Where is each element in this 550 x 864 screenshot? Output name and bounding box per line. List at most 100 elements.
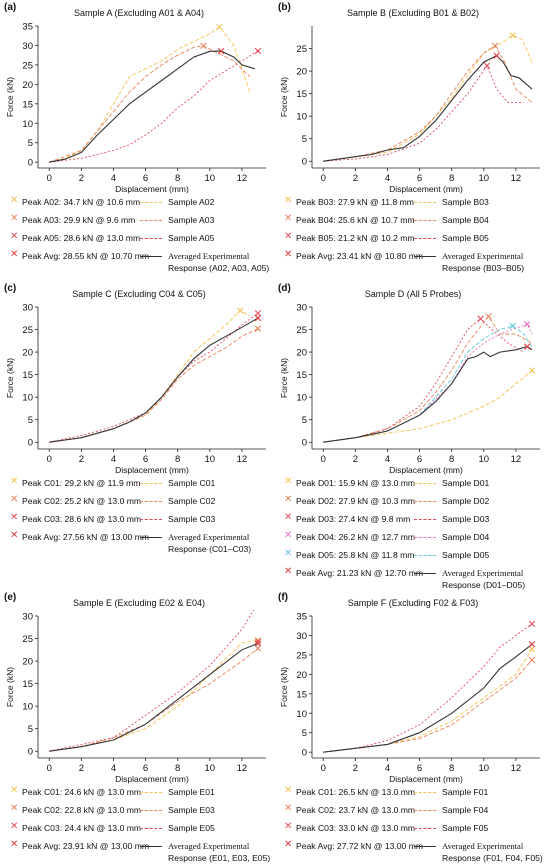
peak-label: Peak Avg: 21.23 kN @ 12.70 mm	[296, 568, 424, 578]
y-tick-label: 20	[22, 348, 33, 359]
peak-label: Peak D05: 25.8 kN @ 11.8 mm	[296, 550, 415, 560]
x-tick-label: 12	[237, 763, 248, 774]
series-name: Sample D03	[442, 514, 490, 524]
y-tick-label: 0	[28, 747, 33, 758]
x-tick-label: 4	[111, 763, 116, 774]
peak-marker-stroke	[483, 62, 491, 69]
y-axis-label: Force (kN)	[279, 358, 289, 398]
peak-marker-1	[528, 367, 536, 374]
peak-marker-4	[523, 320, 531, 328]
x-tick-label: 0	[321, 454, 326, 465]
series-name: Sample B05	[442, 233, 489, 243]
x-marker-icon: ✕	[284, 785, 293, 796]
series-line-1	[49, 26, 251, 163]
panel-label: (c)	[4, 283, 17, 294]
y-axis-label: Force (kN)	[5, 358, 15, 398]
panel-f: (f) Sample F (Excluding F02 & F03) 0 5 10 1…	[278, 592, 548, 863]
peak-marker-4	[254, 640, 262, 647]
x-tick-label: 8	[175, 173, 180, 184]
legend-line-swatch	[414, 501, 436, 502]
peak-marker-stroke	[509, 322, 516, 330]
x-marker-icon: ✕	[10, 231, 19, 242]
peak-label: Peak B04: 25.6 kN @ 10.7 mm	[296, 215, 415, 225]
series-line-3	[49, 610, 255, 752]
series-name: Averaged Experimental	[442, 251, 524, 261]
x-tick-label: 10	[479, 763, 490, 774]
peak-marker-stroke	[237, 307, 244, 314]
y-tick-label: 25	[296, 325, 307, 336]
y-tick-label: 10	[22, 119, 33, 130]
peak-label: Peak A05: 28.6 kN @ 13.0 mm	[22, 233, 141, 243]
x-tick-label: 2	[353, 173, 358, 184]
peak-label: Peak C02: 23.7 kN @ 13.0 mm	[296, 805, 416, 815]
series-name: Sample E01	[168, 787, 215, 797]
peak-marker-stroke	[254, 314, 262, 322]
y-axis-label: Force (kN)	[5, 77, 15, 117]
peak-marker-1	[237, 307, 244, 314]
y-tick-label: 15	[22, 99, 33, 110]
y-tick-label: 15	[296, 89, 307, 100]
series-name: Sample D02	[442, 496, 490, 506]
peak-marker-1	[528, 645, 536, 653]
series-line-1	[49, 310, 251, 443]
y-tick-label: 10	[22, 702, 33, 713]
chart-b-plot: 0 5 10 15 20 25 0 2 4 6 8 10 12 Displacement (mm) Forc…	[279, 26, 540, 194]
x-marker-icon: ✕	[10, 476, 19, 487]
series-name: Averaged Experimental	[442, 841, 524, 851]
y-tick-label: 35	[296, 612, 307, 623]
chart-d-plot: 0 5 10 15 20 25 30 0 2 4 6 8 10 12 Displacement (mm) Fo…	[279, 303, 540, 475]
series-line-1	[49, 639, 259, 752]
legend-row: ✕ Peak Avg: 23.41 kN @ 10.80 mm Averaged E…	[284, 249, 548, 273]
series-name: Sample B04	[442, 215, 489, 225]
y-tick-label: 10	[296, 393, 307, 404]
peak-label: Peak C03: 28.6 kN @ 13.0 mm	[22, 514, 142, 524]
legend-line-swatch	[414, 238, 436, 239]
x-marker-icon: ✕	[10, 785, 19, 796]
x-tick-label: 0	[47, 454, 52, 465]
series-line-2	[49, 648, 259, 752]
peak-marker-5	[509, 322, 516, 330]
x-axis-label: Displacement (mm)	[115, 465, 189, 475]
legend-row: ✕ Peak C02: 25.2 kN @ 13.0 mm Sample C02	[10, 494, 274, 507]
peak-label: Peak B03: 27.9 kN @ 11.8 mm	[296, 197, 414, 207]
y-tick-label: 10	[296, 112, 307, 123]
peak-marker-4	[493, 52, 500, 59]
y-tick-label: 0	[28, 438, 33, 449]
series-name-continued: Response (F01, F04, F05)	[442, 853, 543, 863]
legend-c: ✕ Peak C01: 29.2 kN @ 11.9 mm Sample C01 ✕ P…	[10, 476, 274, 561]
x-tick-label: 12	[511, 454, 522, 465]
y-tick-label: 30	[296, 303, 307, 314]
peak-marker-1	[216, 23, 223, 31]
series-line-4	[323, 323, 533, 443]
legend-row: ✕ Peak Avg: 23.91 kN @ 13.00 mm Averaged E…	[10, 839, 274, 863]
peak-marker-1	[509, 32, 516, 39]
x-marker-icon: ✕	[10, 195, 19, 206]
x-marker-icon: ✕	[10, 530, 19, 541]
peak-marker-4	[254, 314, 262, 322]
legend-row: ✕ Peak A02: 34.7 kN @ 10.6 mm Sample A02	[10, 195, 274, 208]
y-tick-label: 20	[22, 657, 33, 668]
legend-line-swatch	[140, 256, 162, 257]
series-name-continued: Response (B03–B05)	[442, 263, 525, 273]
series-name: Sample A03	[168, 215, 215, 225]
peak-label: Peak Avg: 28.55 kN @ 10.70 mm	[22, 251, 150, 261]
y-tick-label: 5	[28, 415, 33, 426]
legend-line-swatch	[414, 256, 436, 257]
y-tick-label: 15	[22, 370, 33, 381]
x-marker-icon: ✕	[284, 213, 293, 224]
legend-row: ✕ Peak C01: 29.2 kN @ 11.9 mm Sample C01	[10, 476, 274, 489]
legend-line-swatch	[140, 792, 162, 793]
series-name: Sample E03	[168, 805, 215, 815]
peak-marker-3	[528, 620, 536, 627]
legend-row: ✕ Peak D04: 26.2 kN @ 12.7 mm Sample D04	[284, 530, 548, 543]
peak-marker-stroke	[528, 620, 536, 627]
y-tick-label: 30	[22, 303, 33, 314]
series-line-3	[323, 623, 533, 753]
legend-line-swatch	[414, 846, 436, 847]
legend-row: ✕ Peak C03: 24.4 kN @ 13.0 mm Sample E05	[10, 821, 274, 834]
series-line-4	[49, 50, 255, 163]
x-marker-icon: ✕	[284, 512, 293, 523]
panel-e: (e) Sample E (Excluding E02 & E04) 0 5 10 1…	[4, 592, 274, 863]
peak-marker-6	[523, 343, 531, 350]
y-tick-label: 25	[22, 634, 33, 645]
